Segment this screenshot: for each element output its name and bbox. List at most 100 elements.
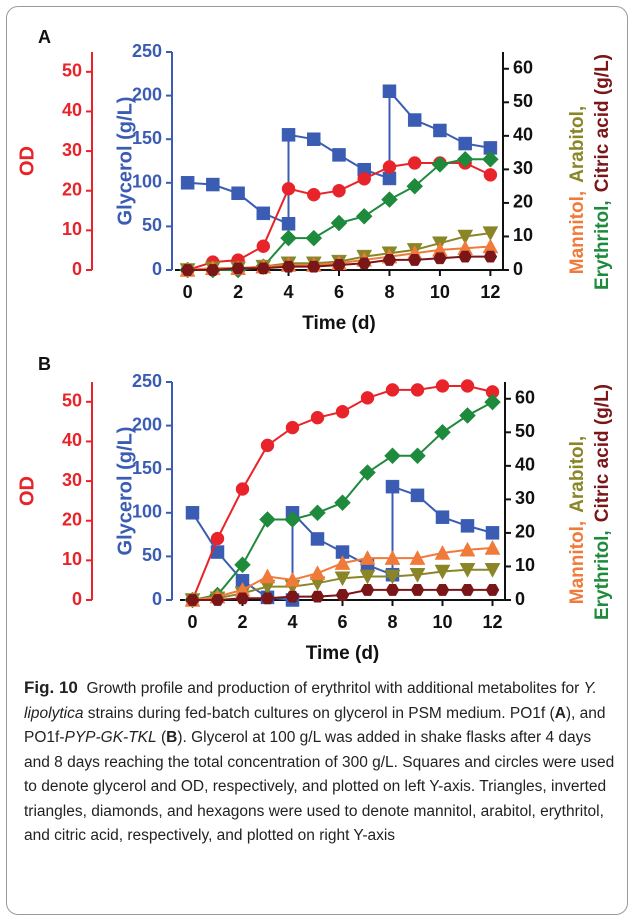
- marker: [431, 156, 449, 173]
- marker: [385, 479, 400, 494]
- caption-text: (: [156, 729, 167, 746]
- panel-label: A: [38, 27, 51, 47]
- y2-axis-label: Erythritol, Citric acid (g/L): [592, 54, 613, 290]
- marker: [434, 564, 451, 580]
- y-tick-label: 0: [152, 259, 162, 279]
- y-tick-label: 20: [515, 522, 535, 542]
- marker: [180, 264, 195, 276]
- marker: [206, 177, 220, 192]
- y-tick-label: 200: [132, 84, 162, 104]
- marker: [335, 589, 350, 601]
- label-part: Citric acid (g/L): [592, 54, 613, 192]
- marker: [334, 571, 351, 587]
- label-part: Citric acid (g/L): [592, 384, 613, 522]
- marker: [483, 250, 498, 263]
- caption-text: Fig. 10: [24, 678, 78, 697]
- marker: [285, 420, 300, 435]
- caption-text: Y. lipolytica: [24, 680, 597, 722]
- marker: [281, 217, 296, 231]
- y2-axis-label: Erythritol, Citric acid (g/L): [592, 384, 613, 620]
- marker: [310, 590, 325, 603]
- marker: [310, 410, 325, 425]
- y-axis-label: Glycerol (g/L): [114, 427, 136, 556]
- marker: [332, 148, 346, 162]
- marker: [281, 181, 296, 196]
- marker: [284, 571, 301, 587]
- marker: [307, 260, 321, 273]
- marker: [284, 511, 301, 528]
- marker: [409, 550, 426, 565]
- marker: [231, 186, 245, 201]
- marker: [433, 123, 447, 138]
- x-axis-label: Time (d): [302, 313, 376, 334]
- marker: [180, 176, 195, 190]
- marker: [434, 544, 451, 560]
- y-tick-label: 50: [62, 61, 82, 81]
- marker: [360, 391, 375, 405]
- marker: [334, 494, 351, 512]
- marker: [410, 584, 425, 596]
- marker: [280, 229, 297, 247]
- x-tick-label: 12: [480, 282, 500, 302]
- caption: Fig. 10 Growth profile and production of…: [24, 676, 616, 849]
- y-tick-label: 150: [132, 458, 162, 478]
- y-tick-label: 20: [62, 179, 82, 199]
- marker: [305, 229, 323, 247]
- marker: [281, 260, 296, 273]
- marker: [309, 565, 326, 580]
- x-tick-label: 2: [233, 282, 243, 302]
- marker: [359, 464, 376, 481]
- marker: [435, 510, 450, 524]
- marker: [385, 584, 400, 596]
- marker: [483, 168, 498, 182]
- marker: [410, 488, 425, 503]
- marker: [235, 592, 250, 605]
- y-tick-label: 100: [132, 172, 162, 192]
- x-tick-label: 12: [482, 612, 502, 632]
- x-tick-label: 0: [183, 282, 193, 302]
- y-tick-label: 100: [132, 502, 162, 522]
- y-tick-label: 30: [62, 470, 82, 490]
- marker: [456, 150, 474, 168]
- marker: [210, 594, 225, 606]
- y-tick-label: 10: [62, 549, 82, 569]
- marker: [332, 259, 346, 271]
- marker: [355, 207, 373, 225]
- marker: [235, 482, 250, 496]
- label-part: Mannitol,: [567, 191, 588, 274]
- y-tick-label: 40: [515, 455, 535, 475]
- x-tick-label: 8: [387, 612, 397, 632]
- marker: [259, 511, 276, 528]
- caption-text: ). Glycerol at 100 g/L was added in shak…: [24, 729, 615, 844]
- marker: [307, 187, 321, 202]
- x-tick-label: 6: [337, 612, 347, 632]
- marker: [310, 532, 325, 546]
- y-tick-label: 10: [62, 219, 82, 239]
- y-tick-label: 150: [132, 128, 162, 148]
- x-tick-label: 0: [187, 612, 197, 632]
- marker: [206, 264, 220, 276]
- label-part: Arabitol,: [567, 436, 588, 513]
- marker: [382, 254, 397, 266]
- label-part: Erythritol,: [592, 200, 613, 290]
- marker: [406, 177, 424, 195]
- marker: [307, 132, 321, 146]
- marker: [357, 172, 371, 186]
- marker: [334, 555, 351, 570]
- marker: [484, 563, 501, 578]
- y-tick-label: 0: [513, 259, 523, 279]
- marker: [384, 550, 401, 565]
- marker: [458, 250, 472, 263]
- marker: [330, 214, 348, 232]
- marker: [482, 150, 499, 168]
- y-tick-label: 250: [132, 41, 162, 61]
- x-tick-label: 4: [284, 282, 294, 302]
- x-tick-label: 10: [430, 282, 450, 302]
- marker: [185, 506, 200, 520]
- marker: [460, 584, 475, 596]
- marker: [234, 556, 251, 574]
- marker: [407, 113, 422, 127]
- marker: [407, 254, 422, 266]
- marker: [484, 393, 501, 411]
- marker: [460, 379, 475, 393]
